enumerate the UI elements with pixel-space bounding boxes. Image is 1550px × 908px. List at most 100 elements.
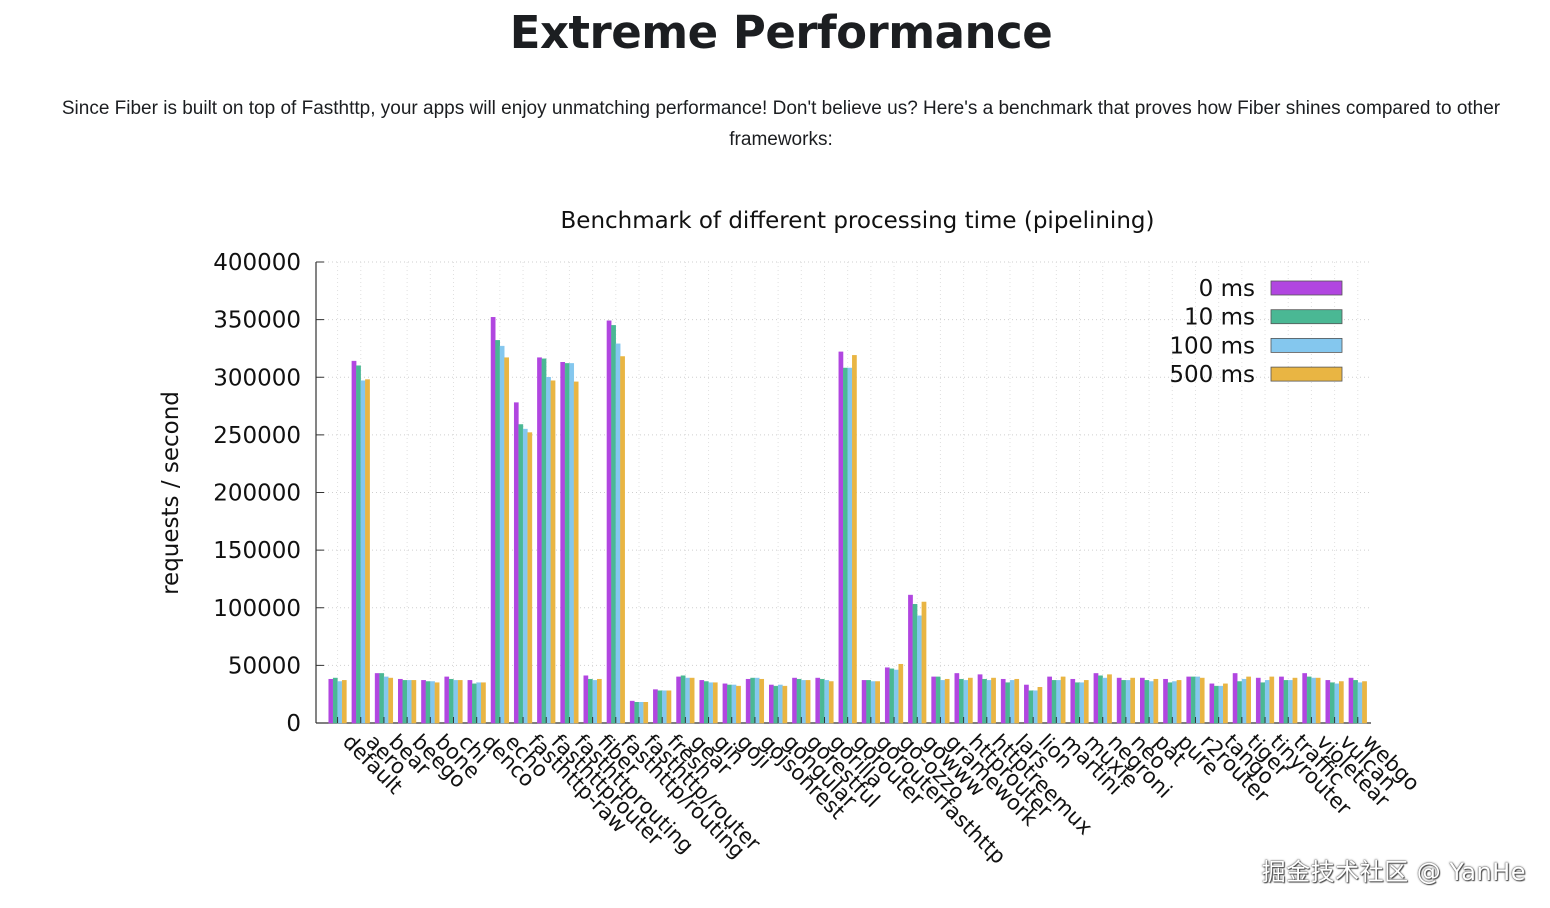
bar (653, 689, 658, 724)
bar (1172, 681, 1177, 724)
bar (569, 363, 575, 724)
bar (374, 673, 380, 724)
bar (402, 680, 408, 724)
bar (796, 678, 802, 724)
bar (1237, 681, 1242, 724)
bar (379, 673, 385, 724)
bar (1153, 678, 1159, 724)
bar (1269, 676, 1275, 724)
bar (1102, 677, 1108, 724)
intro-text: Since Fiber is built on top of Fasthttp,… (61, 98, 1501, 150)
bar (1292, 677, 1298, 724)
bar (921, 601, 927, 724)
bar (931, 676, 937, 724)
bar (1116, 677, 1122, 724)
bar (388, 677, 394, 724)
bar (1195, 676, 1201, 724)
bar (1130, 677, 1136, 724)
bar (1047, 676, 1052, 724)
bar (1037, 687, 1043, 724)
bar (708, 682, 714, 724)
bar (801, 680, 806, 724)
bar (977, 674, 983, 724)
bar (643, 702, 649, 724)
bar (1348, 677, 1354, 724)
bar (1014, 678, 1020, 724)
bar (662, 690, 667, 724)
legend-label: 500 ms (1169, 362, 1255, 388)
bar (360, 380, 366, 724)
bar (843, 367, 848, 724)
bar (611, 325, 616, 724)
bar (1209, 683, 1215, 724)
bar (1260, 682, 1266, 724)
bar (657, 690, 663, 724)
bar (573, 381, 579, 724)
bar (1167, 682, 1173, 724)
bar (467, 680, 473, 724)
bar (1283, 680, 1289, 724)
bar (1121, 680, 1127, 724)
bar (499, 345, 505, 724)
bar (908, 594, 913, 724)
bar (1232, 673, 1238, 724)
bar (963, 680, 969, 724)
bar (537, 357, 542, 724)
bar (1315, 677, 1321, 724)
bar (504, 357, 509, 724)
bar (731, 684, 737, 724)
bar (356, 365, 361, 724)
bar (1362, 681, 1367, 724)
bar (819, 678, 825, 724)
bar (453, 680, 459, 724)
bar (448, 678, 454, 724)
legend-label: 10 ms (1184, 305, 1255, 331)
bar (481, 682, 486, 724)
bar (889, 668, 895, 724)
bar (365, 379, 370, 724)
bar (620, 356, 625, 724)
bar (703, 681, 709, 724)
bar (1024, 684, 1029, 724)
bar (1218, 685, 1224, 724)
bar (546, 377, 551, 724)
bar (1223, 683, 1228, 724)
bar (866, 680, 871, 724)
bar (1311, 677, 1317, 724)
bar (1000, 678, 1006, 724)
bar (769, 684, 774, 724)
bar (1056, 680, 1061, 724)
bar (944, 678, 950, 724)
bar (1279, 676, 1284, 724)
bar (592, 680, 598, 724)
bar (1163, 678, 1168, 724)
bar (588, 678, 593, 724)
y-tick-label: 250000 (213, 423, 301, 449)
bar (351, 360, 357, 724)
bar (638, 702, 644, 724)
bar (1074, 682, 1080, 724)
bar (1199, 677, 1205, 724)
bar (1288, 680, 1293, 724)
bar (518, 424, 524, 724)
bar (1083, 680, 1089, 724)
bar (560, 362, 566, 724)
bar (754, 677, 760, 724)
bar (824, 680, 830, 724)
bar (1190, 676, 1196, 724)
bar (1144, 680, 1150, 724)
bar (1060, 676, 1066, 724)
bar (634, 702, 640, 724)
bar (986, 680, 992, 724)
bar (495, 340, 500, 724)
legend-swatch (1270, 366, 1343, 382)
bar (1186, 676, 1192, 724)
bar (337, 681, 343, 724)
bar (792, 677, 797, 724)
bar (513, 402, 519, 724)
bar (341, 680, 347, 724)
bar (1149, 681, 1154, 724)
bar (1302, 673, 1308, 724)
bar (912, 604, 918, 724)
bar (884, 667, 890, 724)
